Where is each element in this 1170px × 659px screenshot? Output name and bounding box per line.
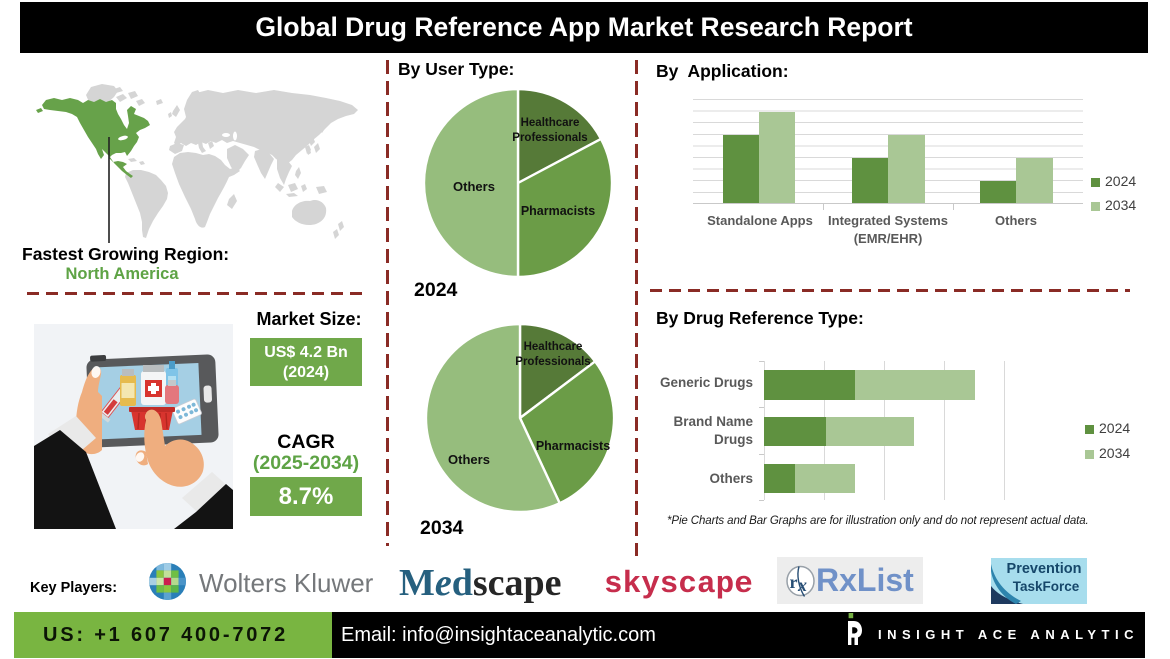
svg-text:x: x <box>797 575 807 595</box>
svg-text:r: r <box>790 572 798 592</box>
